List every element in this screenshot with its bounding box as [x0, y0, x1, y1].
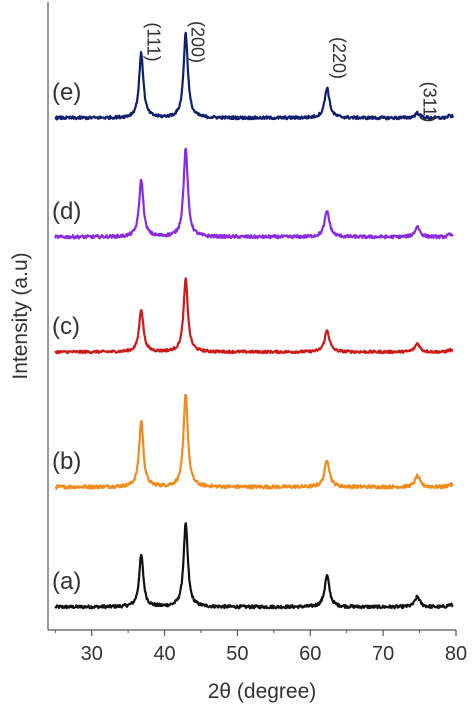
- series-line-2: [54, 277, 454, 355]
- x-axis-label: 2θ (degree): [208, 680, 317, 703]
- series-line-4: [54, 31, 454, 121]
- peak-label-1: (200): [188, 21, 208, 63]
- axes-layer: 30 40 50 60 70 80: [47, 2, 467, 665]
- labels-layer: (a) (b) (c) (d) (e) 2θ (degree) Intensity (a.u…: [9, 21, 439, 703]
- series-line-3: [54, 147, 454, 240]
- x-tick-label-5: 80: [445, 643, 467, 665]
- peak-label-2: (220): [329, 37, 349, 79]
- peak-label-3: (311): [419, 82, 439, 123]
- x-tick-label-1: 40: [153, 643, 175, 665]
- x-tick-label-4: 70: [372, 643, 394, 665]
- curve-label-1: (b): [52, 448, 81, 475]
- series-line-1: [54, 393, 454, 490]
- x-tick-label-0: 30: [81, 643, 103, 665]
- curves-layer: [54, 31, 454, 610]
- x-tick-label-3: 60: [299, 643, 321, 665]
- y-axis-label: Intensity (a.u): [9, 252, 32, 379]
- series-line-0: [54, 522, 454, 610]
- curve-label-3: (d): [52, 198, 81, 225]
- curve-label-4: (e): [52, 79, 81, 106]
- x-tick-label-2: 50: [226, 643, 248, 665]
- curve-label-0: (a): [52, 568, 81, 595]
- peak-label-0: (111): [143, 22, 163, 61]
- curve-label-2: (c): [52, 313, 80, 340]
